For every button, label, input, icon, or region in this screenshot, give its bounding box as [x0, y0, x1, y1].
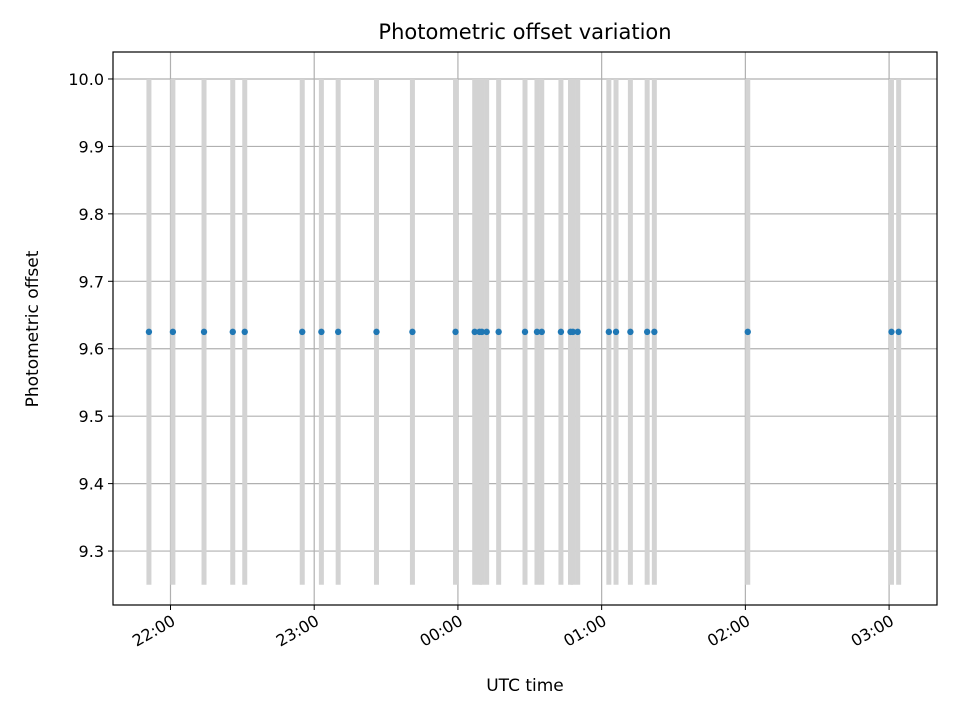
- data-point: [373, 328, 380, 336]
- y-tick-label: 9.9: [79, 137, 104, 156]
- data-point: [495, 328, 502, 336]
- y-tick-label: 9.4: [79, 475, 104, 494]
- y-tick-label: 9.5: [79, 407, 104, 426]
- data-point: [229, 328, 236, 336]
- data-point: [651, 328, 658, 336]
- data-point: [574, 328, 581, 336]
- plot-frame: [112, 51, 938, 606]
- data-point: [538, 328, 545, 336]
- y-axis: 9.3 9.4 9.5 9.6 9.7 9.8 9.9 10.0: [68, 70, 113, 561]
- data-point: [557, 328, 565, 336]
- data-point: [478, 328, 486, 336]
- data-point: [299, 328, 306, 336]
- data-point: [643, 328, 651, 336]
- data-point: [200, 328, 208, 336]
- y-tick-label: 9.3: [79, 542, 104, 561]
- data-point: [612, 328, 620, 336]
- x-axis-label: UTC time: [486, 676, 564, 696]
- data-point: [318, 328, 325, 336]
- y-tick-label: 10.0: [68, 70, 104, 89]
- data-point: [521, 328, 529, 336]
- y-tick-label: 9.6: [79, 340, 104, 359]
- data-point: [452, 328, 459, 336]
- data-point: [627, 328, 634, 336]
- data-point: [145, 328, 153, 336]
- data-point: [895, 328, 902, 336]
- data-point: [483, 328, 490, 336]
- data-point: [409, 328, 416, 336]
- data-point: [533, 328, 541, 336]
- chart-title: Photometric offset variation: [378, 20, 671, 44]
- data-point: [605, 328, 613, 336]
- data-point: [569, 328, 577, 336]
- y-tick-label: 9.7: [79, 272, 104, 291]
- data-point: [169, 328, 177, 336]
- y-tick-label: 9.8: [79, 205, 104, 224]
- data-point: [888, 328, 895, 336]
- y-axis-label: Photometric offset: [23, 250, 43, 407]
- data-point: [241, 328, 248, 336]
- data-point: [471, 328, 478, 336]
- data-point: [334, 328, 342, 336]
- data-point: [744, 328, 751, 336]
- data-points: [145, 328, 902, 336]
